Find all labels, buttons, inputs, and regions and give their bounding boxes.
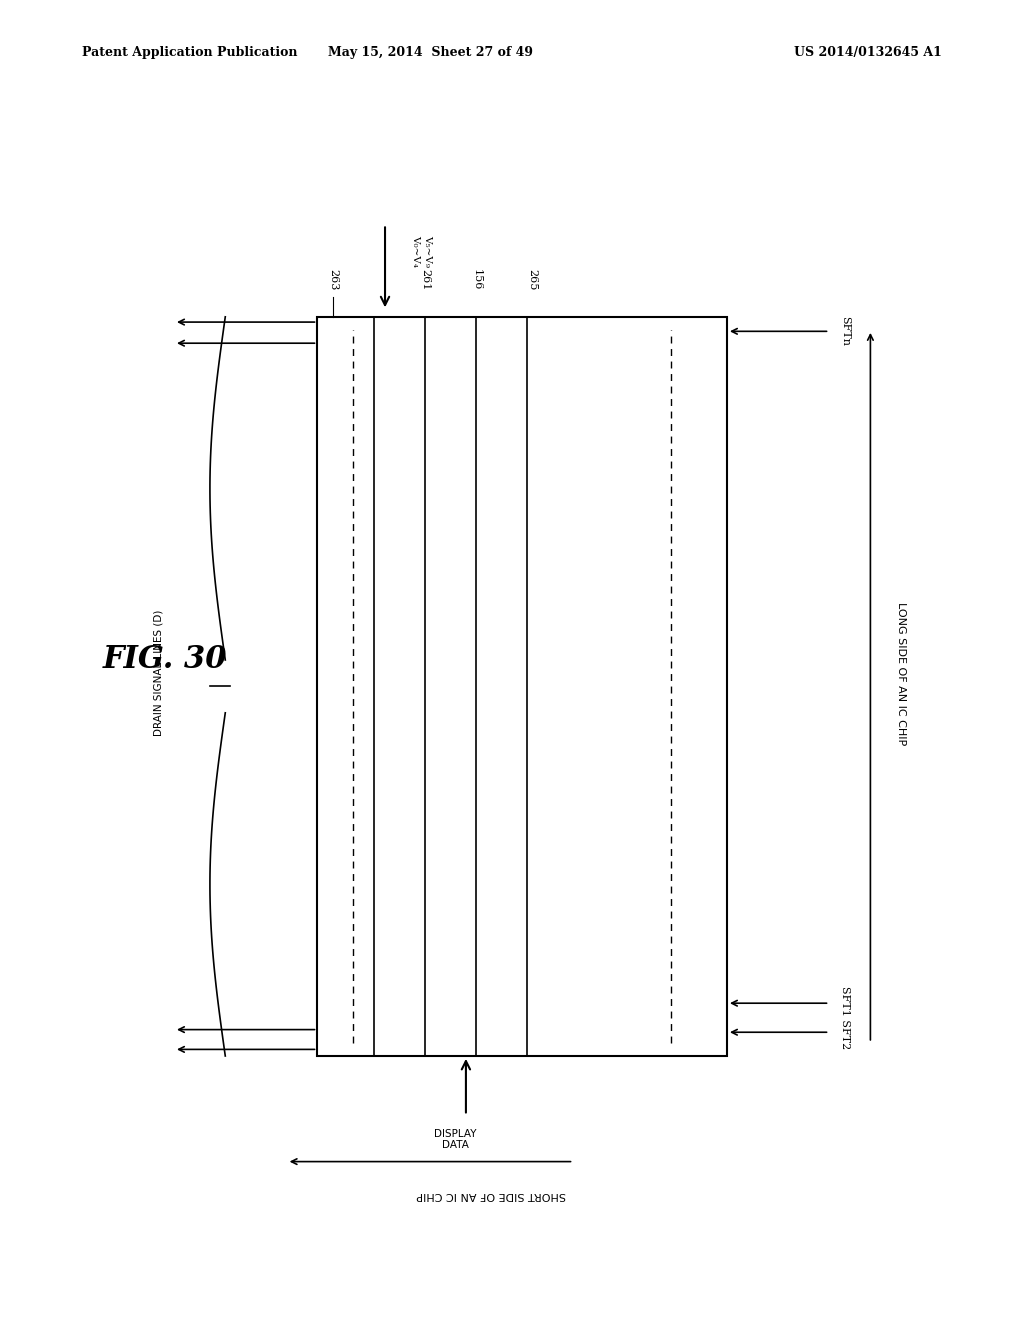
Text: FIG. 30: FIG. 30	[102, 644, 227, 676]
Text: 263: 263	[328, 269, 338, 290]
Text: SHORT SIDE OF AN IC CHIP: SHORT SIDE OF AN IC CHIP	[417, 1189, 566, 1200]
Text: May 15, 2014  Sheet 27 of 49: May 15, 2014 Sheet 27 of 49	[328, 46, 532, 59]
Text: US 2014/0132645 A1: US 2014/0132645 A1	[795, 46, 942, 59]
Text: V₀~V₄: V₀~V₄	[411, 235, 420, 267]
Text: LONG SIDE OF AN IC CHIP: LONG SIDE OF AN IC CHIP	[896, 602, 906, 744]
Text: SFT1 SFT2: SFT1 SFT2	[840, 986, 850, 1049]
Text: 265: 265	[527, 269, 538, 290]
Bar	[317, 317, 727, 1056]
Text: Patent Application Publication: Patent Application Publication	[82, 46, 297, 59]
Text: V₅~V₉: V₅~V₉	[423, 235, 432, 267]
Text: 261: 261	[420, 269, 430, 290]
Text: DISPLAY
DATA: DISPLAY DATA	[434, 1129, 477, 1150]
Text: 156: 156	[471, 269, 481, 290]
Text: DRAIN SIGNAL LINES (D): DRAIN SIGNAL LINES (D)	[154, 610, 164, 737]
Text: SFTn: SFTn	[840, 317, 850, 346]
